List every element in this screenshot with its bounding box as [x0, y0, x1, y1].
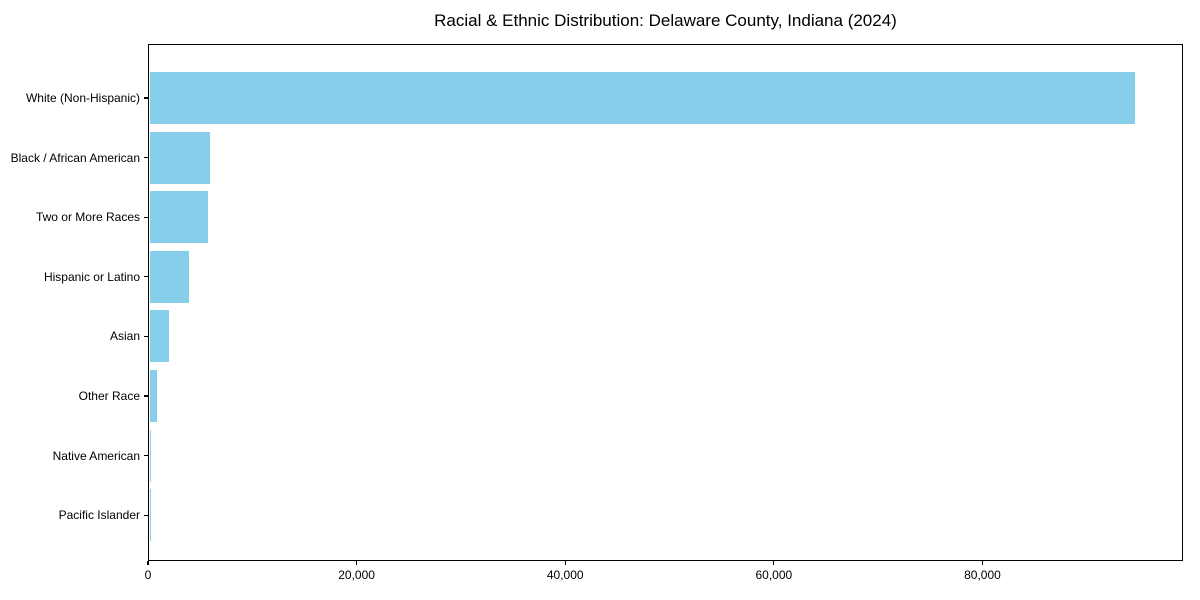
bar-native-american — [149, 429, 152, 482]
x-tick-label-80000: 80,000 — [964, 568, 1001, 582]
y-tick-label-native-american: Native American — [52, 448, 140, 463]
x-tick-label-60000: 60,000 — [755, 568, 793, 582]
x-tick-mark — [147, 561, 149, 565]
y-tick-label-hispanic-or-latino: Hispanic or Latino — [43, 269, 140, 284]
bar-black-african-american — [149, 131, 210, 184]
x-tick-mark — [773, 561, 775, 565]
x-tick-mark — [564, 561, 566, 565]
y-tick-label-other-race: Other Race — [78, 389, 140, 403]
y-tick-label-asian: Asian — [109, 329, 140, 344]
y-tick-mark — [144, 514, 148, 516]
x-tick-mark — [981, 561, 984, 565]
chart-title: Racial & Ethnic Distribution: Delaware C… — [434, 11, 897, 30]
x-tick-label-20000: 20,000 — [338, 568, 375, 582]
y-tick-mark — [144, 216, 148, 218]
bar-other-race — [149, 370, 157, 422]
x-tick-label-40000: 40,000 — [546, 568, 584, 582]
x-tick-label-0: 0 — [144, 568, 152, 582]
bar-white-non-hispanic — [149, 72, 1136, 124]
plot-area — [148, 44, 1183, 561]
bar-hispanic-or-latino — [149, 250, 190, 303]
bar-asian — [149, 310, 170, 363]
x-tick-mark — [356, 561, 358, 565]
bar-two-or-more-races — [149, 191, 208, 244]
y-tick-label-black-african-american: Black / African American — [10, 150, 140, 165]
y-tick-label-two-or-more-races: Two or More Races — [35, 210, 140, 225]
y-tick-mark — [144, 276, 148, 278]
y-tick-mark — [144, 157, 148, 159]
y-tick-label-pacific-islander: Pacific Islander — [58, 508, 140, 523]
y-tick-mark — [144, 335, 148, 337]
y-tick-label-white-non-hispanic: White (Non-Hispanic) — [25, 91, 140, 105]
y-tick-mark — [144, 455, 148, 457]
y-tick-mark — [144, 97, 148, 99]
y-tick-mark — [144, 395, 148, 397]
